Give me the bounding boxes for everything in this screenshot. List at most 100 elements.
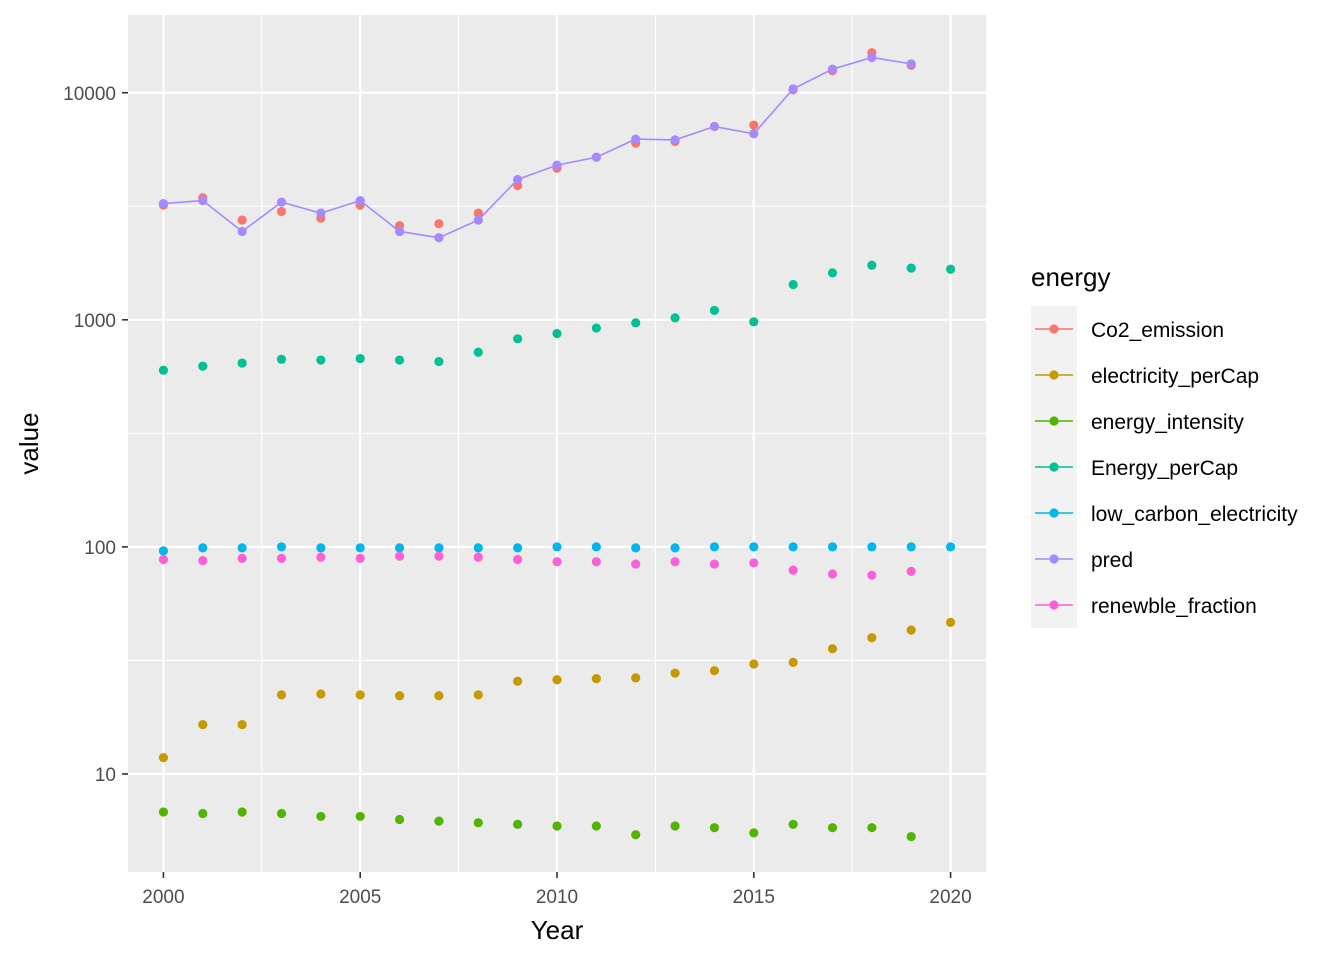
- data-point: [276, 542, 287, 552]
- data-point: [788, 542, 798, 552]
- data-point: [788, 819, 798, 829]
- data-point: [237, 719, 247, 730]
- data-point: [749, 129, 759, 139]
- data-point: [749, 659, 759, 669]
- data-point: [237, 226, 247, 237]
- legend-key-point: [1049, 508, 1059, 518]
- legend-key-point: [1049, 462, 1059, 472]
- data-point: [158, 546, 169, 556]
- data-point: [198, 543, 208, 553]
- y-tick-label: 10000: [63, 84, 116, 105]
- data-point: [867, 570, 877, 580]
- data-point: [237, 543, 247, 553]
- data-point: [158, 807, 169, 817]
- data-point: [906, 831, 916, 842]
- data-point: [316, 355, 326, 365]
- data-point: [749, 558, 759, 568]
- data-point: [631, 134, 641, 144]
- data-point: [316, 543, 326, 553]
- data-point: [394, 226, 405, 237]
- series-pred: [158, 52, 916, 243]
- data-point: [709, 121, 720, 132]
- data-point: [355, 543, 365, 553]
- legend-item: energy_intensity: [1031, 398, 1244, 444]
- data-point: [473, 690, 483, 700]
- y-tick-label: 1000: [74, 311, 116, 332]
- data-point: [788, 657, 798, 667]
- y-axis: 10 100 1000 10000: [63, 84, 128, 786]
- data-point: [394, 543, 405, 553]
- data-point: [591, 821, 601, 831]
- data-point: [355, 353, 365, 364]
- data-point: [158, 753, 169, 763]
- legend-label: electricity_perCap: [1091, 365, 1259, 388]
- data-point: [316, 689, 326, 699]
- data-point: [198, 808, 208, 819]
- x-tick-label: 2000: [142, 887, 184, 908]
- series-electricity-percap: [158, 617, 956, 763]
- data-point: [158, 365, 169, 375]
- data-point: [827, 569, 838, 579]
- data-point: [276, 553, 287, 563]
- data-point: [434, 551, 444, 561]
- data-point: [749, 542, 759, 552]
- data-point: [709, 666, 720, 676]
- legend-label: pred: [1091, 549, 1133, 572]
- data-point: [827, 823, 838, 833]
- data-point: [276, 206, 287, 217]
- data-point: [591, 542, 601, 552]
- series-line: [163, 56, 912, 239]
- data-point: [867, 633, 877, 643]
- data-point: [749, 120, 759, 130]
- data-point: [355, 690, 365, 700]
- data-point: [513, 554, 523, 565]
- data-point: [434, 356, 444, 367]
- series-energy-intensity: [158, 807, 916, 842]
- data-point: [355, 195, 365, 206]
- legend-item: Co2_emission: [1031, 306, 1224, 352]
- legend-item: pred: [1031, 536, 1133, 582]
- data-point: [906, 263, 916, 273]
- data-point: [434, 691, 444, 701]
- data-point: [591, 323, 601, 333]
- data-point: [355, 811, 365, 822]
- data-point: [709, 305, 720, 316]
- x-tick-label: 2015: [733, 887, 775, 908]
- legend-label: Co2_emission: [1091, 319, 1224, 342]
- data-point: [631, 673, 641, 683]
- data-point: [945, 264, 956, 274]
- data-point: [552, 542, 562, 552]
- legend-item: low_carbon_electricity: [1031, 490, 1298, 536]
- data-point: [394, 551, 405, 561]
- data-point: [749, 317, 759, 327]
- legend-label: low_carbon_electricity: [1091, 503, 1298, 526]
- x-axis: 2000 2005 2010 2015 2020: [142, 872, 972, 908]
- legend-item: renewble_fraction: [1031, 582, 1257, 628]
- data-point: [709, 823, 720, 833]
- data-point: [788, 279, 798, 290]
- data-point: [827, 268, 838, 278]
- data-point: [316, 552, 326, 562]
- data-point: [473, 347, 483, 357]
- data-point: [867, 52, 877, 63]
- data-point: [867, 823, 877, 833]
- x-axis-title: Year: [531, 915, 584, 945]
- data-point: [237, 807, 247, 817]
- data-point: [434, 233, 444, 243]
- data-point: [631, 830, 641, 840]
- data-point: [670, 557, 680, 567]
- data-point: [473, 552, 483, 562]
- x-tick-label: 2020: [929, 887, 971, 908]
- data-point: [276, 808, 287, 819]
- data-point: [198, 719, 208, 730]
- data-point: [906, 566, 916, 576]
- x-tick-label: 2010: [536, 887, 578, 908]
- data-point: [670, 313, 680, 323]
- legend-item: electricity_perCap: [1031, 352, 1259, 398]
- legend-item: Energy_perCap: [1031, 444, 1238, 490]
- data-point: [513, 676, 523, 686]
- legend-key-point: [1049, 600, 1059, 610]
- data-point: [434, 816, 444, 826]
- data-point: [867, 542, 877, 552]
- y-axis-title: value: [14, 412, 44, 474]
